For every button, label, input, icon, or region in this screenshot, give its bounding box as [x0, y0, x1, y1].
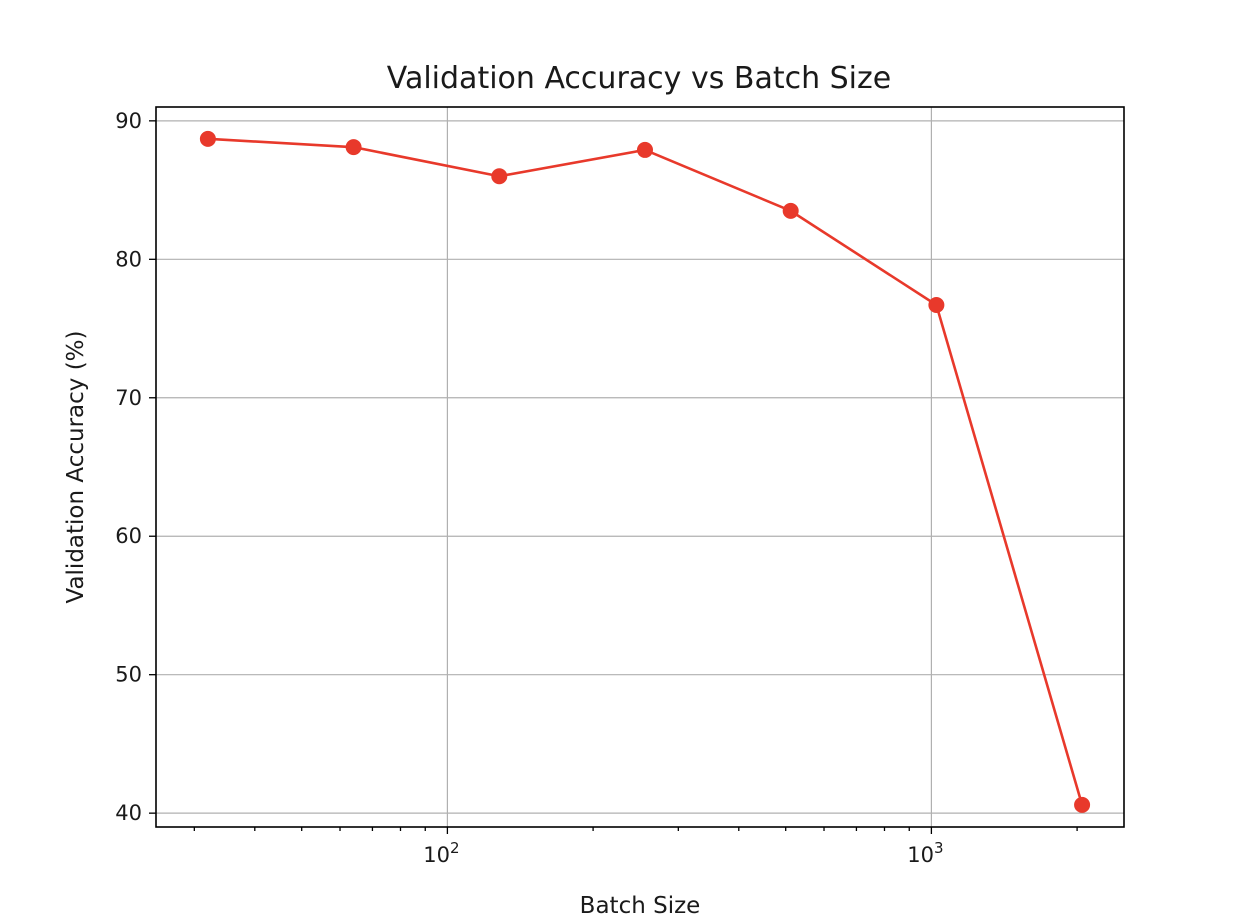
y-tick-label: 80 [115, 247, 142, 271]
data-point [928, 297, 945, 313]
x-tick-label-base: 10 [423, 843, 450, 867]
series-line [207, 137, 1084, 806]
x-axis-label: Batch Size [580, 893, 701, 919]
x-tick-label: 103 [907, 839, 943, 867]
y-tick-label: 60 [115, 524, 142, 548]
chart-title: Validation Accuracy vs Batch Size [387, 61, 891, 96]
data-point [782, 202, 799, 219]
data-point [345, 139, 362, 156]
series [199, 130, 1091, 813]
grid [156, 107, 1124, 827]
x-tick-label: 102 [423, 839, 459, 867]
x-tick-label-exponent: 3 [934, 839, 944, 857]
y-tick-label: 70 [115, 386, 142, 410]
y-tick-label: 90 [115, 109, 142, 133]
data-point [199, 130, 216, 147]
x-tick-label-base: 10 [907, 843, 934, 867]
x-axis: 102 103 [423, 827, 944, 867]
data-point [636, 141, 653, 158]
data-point [491, 168, 508, 185]
x-tick-label-exponent: 2 [450, 839, 460, 857]
y-axis-label: Validation Accuracy (%) [63, 330, 89, 603]
y-tick-label: 40 [115, 801, 142, 825]
plot-frame [155, 106, 1125, 828]
y-tick-label: 50 [115, 663, 142, 687]
data-point [1074, 796, 1091, 813]
y-axis: 40 50 60 70 80 90 [115, 109, 156, 825]
